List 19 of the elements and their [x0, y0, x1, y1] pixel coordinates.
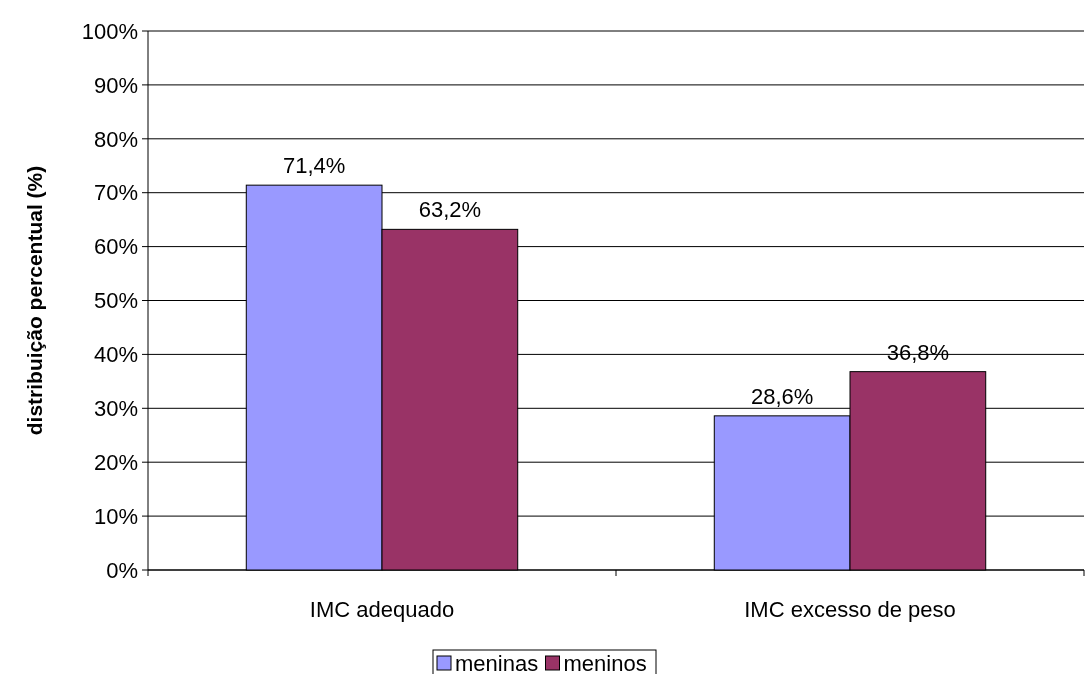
legend-label: meninos [563, 651, 647, 674]
legend-label: meninas [455, 651, 539, 674]
y-tick-label: 80% [93, 126, 138, 152]
data-label: 63,2% [418, 197, 482, 223]
data-label: 28,6% [750, 383, 814, 409]
y-tick-label: 0% [106, 557, 138, 583]
y-tick-label: 20% [93, 449, 138, 475]
y-tick-label: 90% [93, 72, 138, 98]
x-tick-label: IMC excesso de peso [744, 597, 956, 622]
y-tick-label: 100% [81, 18, 138, 44]
data-label: 71,4% [282, 153, 346, 179]
y-tick-label: 70% [93, 180, 138, 206]
y-tick-label: 40% [93, 342, 138, 368]
x-tick-label: IMC adequado [309, 597, 455, 622]
y-tick-label: 10% [93, 503, 138, 529]
y-tick-label: 50% [93, 288, 138, 314]
y-tick-label: 30% [93, 396, 138, 421]
y-tick-label: 60% [93, 234, 138, 260]
y-axis-title: distribuição percentual (%) [23, 165, 46, 436]
